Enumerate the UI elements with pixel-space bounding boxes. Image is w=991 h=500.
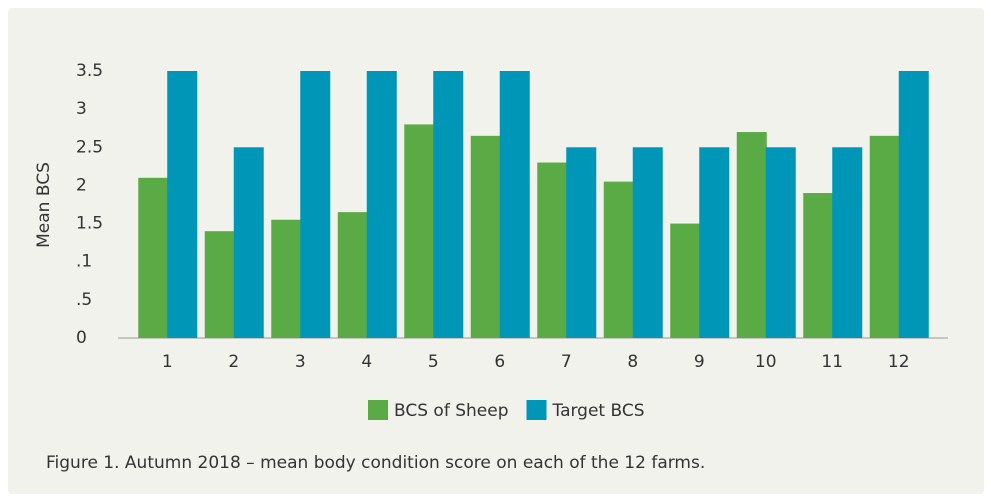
legend-label: BCS of Sheep [394, 401, 509, 421]
bar [803, 193, 834, 338]
bar [670, 223, 701, 338]
caption: Figure 1. Autumn 2018 – mean body condit… [46, 453, 705, 473]
bar [736, 132, 767, 338]
y-tick-label: .1 [76, 252, 92, 272]
y-tick-label: .5 [76, 290, 92, 310]
bar [366, 71, 397, 338]
legend-label: Target BCS [552, 401, 645, 421]
bar [603, 181, 634, 338]
legend-swatch [526, 400, 547, 420]
bar [233, 147, 264, 338]
x-tick-label: 9 [694, 352, 705, 372]
bar [832, 147, 863, 338]
x-tick-label: 5 [428, 352, 439, 372]
bar [765, 147, 796, 338]
bar [470, 135, 501, 338]
y-tick-label: 3.5 [76, 61, 103, 81]
bar [537, 162, 568, 338]
bar [337, 212, 368, 338]
bar [499, 71, 530, 338]
x-tick-label: 8 [627, 352, 638, 372]
bar [433, 71, 464, 338]
bar [898, 71, 929, 338]
y-tick-label: 2.5 [76, 137, 103, 157]
bar [138, 177, 169, 338]
x-tick-label: 10 [755, 352, 777, 372]
x-tick-label: 11 [821, 352, 843, 372]
x-tick-label: 12 [888, 352, 910, 372]
bar [869, 135, 900, 338]
x-tick-label: 1 [162, 352, 173, 372]
bar [699, 147, 730, 338]
bar [204, 231, 235, 338]
bar [271, 219, 302, 338]
y-axis-label: Mean BCS [34, 162, 54, 248]
bar [404, 124, 435, 339]
y-tick-label: 2 [76, 175, 87, 195]
x-tick-label: 4 [361, 352, 372, 372]
bar [566, 147, 597, 338]
y-tick-label: 3 [76, 99, 87, 119]
y-tick-label: 0 [76, 328, 87, 348]
x-tick-label: 6 [494, 352, 505, 372]
bar [632, 147, 663, 338]
x-tick-label: 3 [295, 352, 306, 372]
bar [167, 71, 198, 338]
legend-swatch [368, 400, 388, 420]
x-tick-label: 2 [228, 352, 239, 372]
y-tick-label: 1.5 [76, 214, 103, 234]
x-tick-label: 7 [561, 352, 572, 372]
bar [300, 71, 331, 338]
